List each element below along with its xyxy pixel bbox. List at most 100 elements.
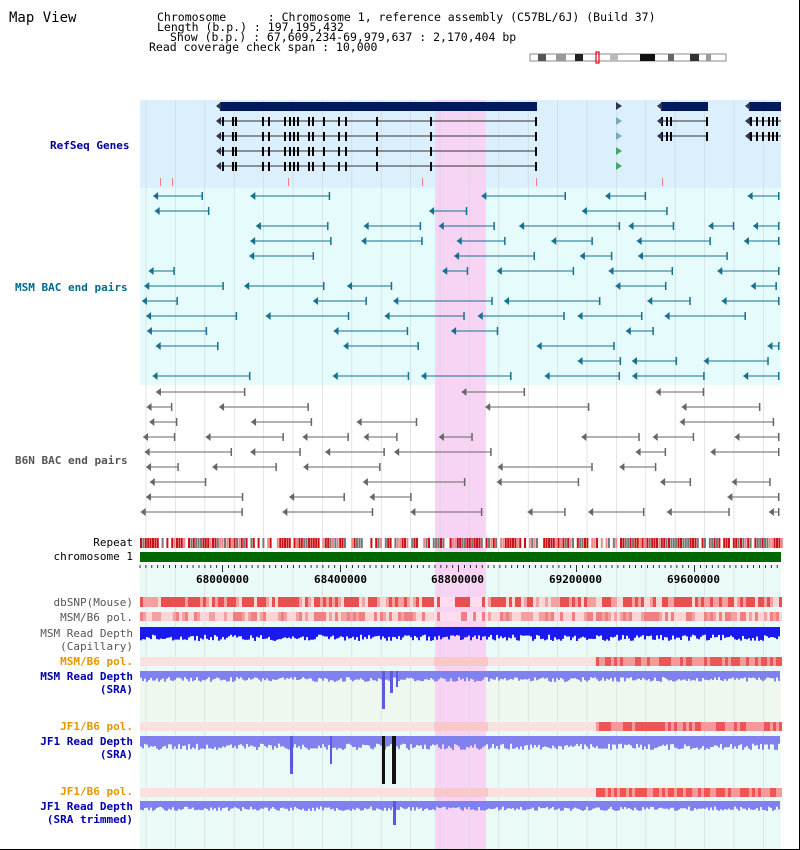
b6n-bac-pair-end — [635, 448, 641, 456]
b6n-bac-pair-end — [347, 433, 349, 441]
snp-cell — [431, 597, 434, 607]
depth-bar — [642, 627, 644, 636]
refseq-exon — [768, 117, 770, 126]
pol-cell — [209, 788, 212, 797]
repeat-segment — [243, 538, 246, 548]
track-label-msm-b6-pol-2[interactable]: MSM/B6 pol. — [60, 655, 133, 668]
repeat-segment — [629, 538, 632, 548]
repeat-segment — [766, 538, 769, 548]
repeat-segment — [411, 538, 414, 548]
pol-cell — [278, 788, 281, 797]
refseq-exon — [706, 117, 708, 126]
snp-cell — [698, 612, 701, 621]
snp-cell — [497, 612, 500, 621]
track-label-msm-b6-pol-1[interactable]: MSM/B6 pol. — [60, 611, 133, 624]
depth-bar — [444, 736, 446, 750]
repeat-segment — [668, 538, 670, 548]
depth-bar — [584, 671, 586, 681]
pol-cell — [440, 657, 443, 666]
repeat-segment — [723, 538, 726, 548]
refseq-strand-arrow — [745, 132, 750, 140]
repeat-segment — [274, 538, 277, 548]
msm-bac-pair-end — [250, 192, 256, 200]
depth-bar — [546, 736, 548, 748]
depth-bar — [720, 627, 722, 641]
pol-cell — [155, 788, 158, 797]
depth-bar — [418, 736, 420, 746]
track-label-b6n-bac[interactable]: B6N BAC end pairs — [15, 454, 128, 467]
pol-cell — [272, 657, 275, 666]
depth-bar — [266, 736, 268, 748]
pol-cell — [206, 722, 209, 731]
depth-bar — [358, 801, 360, 809]
depth-bar — [548, 627, 550, 635]
depth-bar — [356, 736, 358, 750]
snp-cell — [584, 597, 587, 607]
repeat-segment — [144, 538, 147, 548]
track-label-dbsnp[interactable]: dbSNP(Mouse) — [53, 596, 133, 609]
depth-bar — [198, 671, 200, 681]
depth-bar — [368, 671, 370, 682]
depth-bar — [256, 801, 258, 811]
track-label-msm-bac[interactable]: MSM BAC end pairs — [15, 281, 128, 294]
snp-cell — [470, 597, 473, 607]
depth-bar — [734, 671, 736, 680]
depth-bar — [720, 801, 722, 810]
refseq-gene-bar — [749, 102, 781, 111]
refseq-exon — [535, 147, 537, 156]
depth-bar — [724, 671, 726, 680]
depth-bar — [506, 801, 508, 809]
snp-cell — [632, 597, 635, 607]
depth-bar — [150, 627, 152, 640]
repeat-segment — [692, 538, 694, 548]
track-label-jf1-depth-trimmed-1[interactable]: JF1 Read Depth — [40, 800, 133, 813]
depth-bar — [146, 671, 148, 682]
track-label-jf1-b6-pol-1[interactable]: JF1/B6 pol. — [60, 720, 133, 733]
repeat-segment — [216, 538, 219, 548]
pol-cell — [218, 722, 221, 731]
depth-bar — [752, 736, 754, 744]
pol-cell — [506, 788, 509, 797]
depth-bar — [688, 801, 690, 807]
pol-cell — [551, 722, 554, 731]
snp-cell — [353, 612, 356, 621]
b6n-bac-pair-end — [146, 403, 152, 411]
depth-bar — [310, 671, 312, 679]
depth-bar — [148, 671, 150, 681]
repeat-segment — [310, 538, 313, 548]
pol-cell — [179, 722, 182, 731]
depth-bar — [766, 627, 768, 637]
depth-bar — [284, 627, 286, 638]
depth-bar — [530, 801, 532, 809]
pol-cell — [527, 722, 530, 731]
pol-cell — [368, 722, 371, 731]
pol-cell — [380, 788, 383, 797]
chromosome-ideogram[interactable] — [529, 51, 727, 64]
depth-bar — [176, 627, 178, 640]
track-label-msm-depth-sra-1[interactable]: MSM Read Depth — [40, 670, 133, 683]
depth-bar — [624, 736, 626, 745]
track-label-refseq[interactable]: RefSeq Genes — [50, 139, 130, 152]
depth-bar — [342, 671, 344, 682]
depth-bar — [204, 671, 206, 681]
pol-cell — [281, 722, 284, 731]
depth-bar — [446, 801, 448, 810]
pol-cell — [482, 657, 485, 666]
pol-cell — [455, 657, 458, 666]
msm-bac-pair-end — [173, 267, 175, 275]
depth-bar — [532, 627, 534, 641]
depth-bar — [348, 671, 350, 678]
pol-cell — [191, 788, 194, 797]
depth-bar — [736, 801, 738, 809]
track-label-msm-depth-cap-1[interactable]: MSM Read Depth — [40, 627, 133, 640]
depth-bar — [398, 801, 400, 810]
depth-bar — [562, 801, 564, 811]
repeat-segment — [552, 538, 555, 548]
track-label-jf1-b6-pol-2[interactable]: JF1/B6 pol. — [60, 785, 133, 798]
snp-cell — [344, 597, 347, 607]
track-label-jf1-depth-sra-1[interactable]: JF1 Read Depth — [40, 735, 133, 748]
depth-bar — [174, 801, 176, 811]
track-label-repeat[interactable]: Repeat — [93, 536, 133, 549]
depth-bar — [776, 671, 778, 678]
